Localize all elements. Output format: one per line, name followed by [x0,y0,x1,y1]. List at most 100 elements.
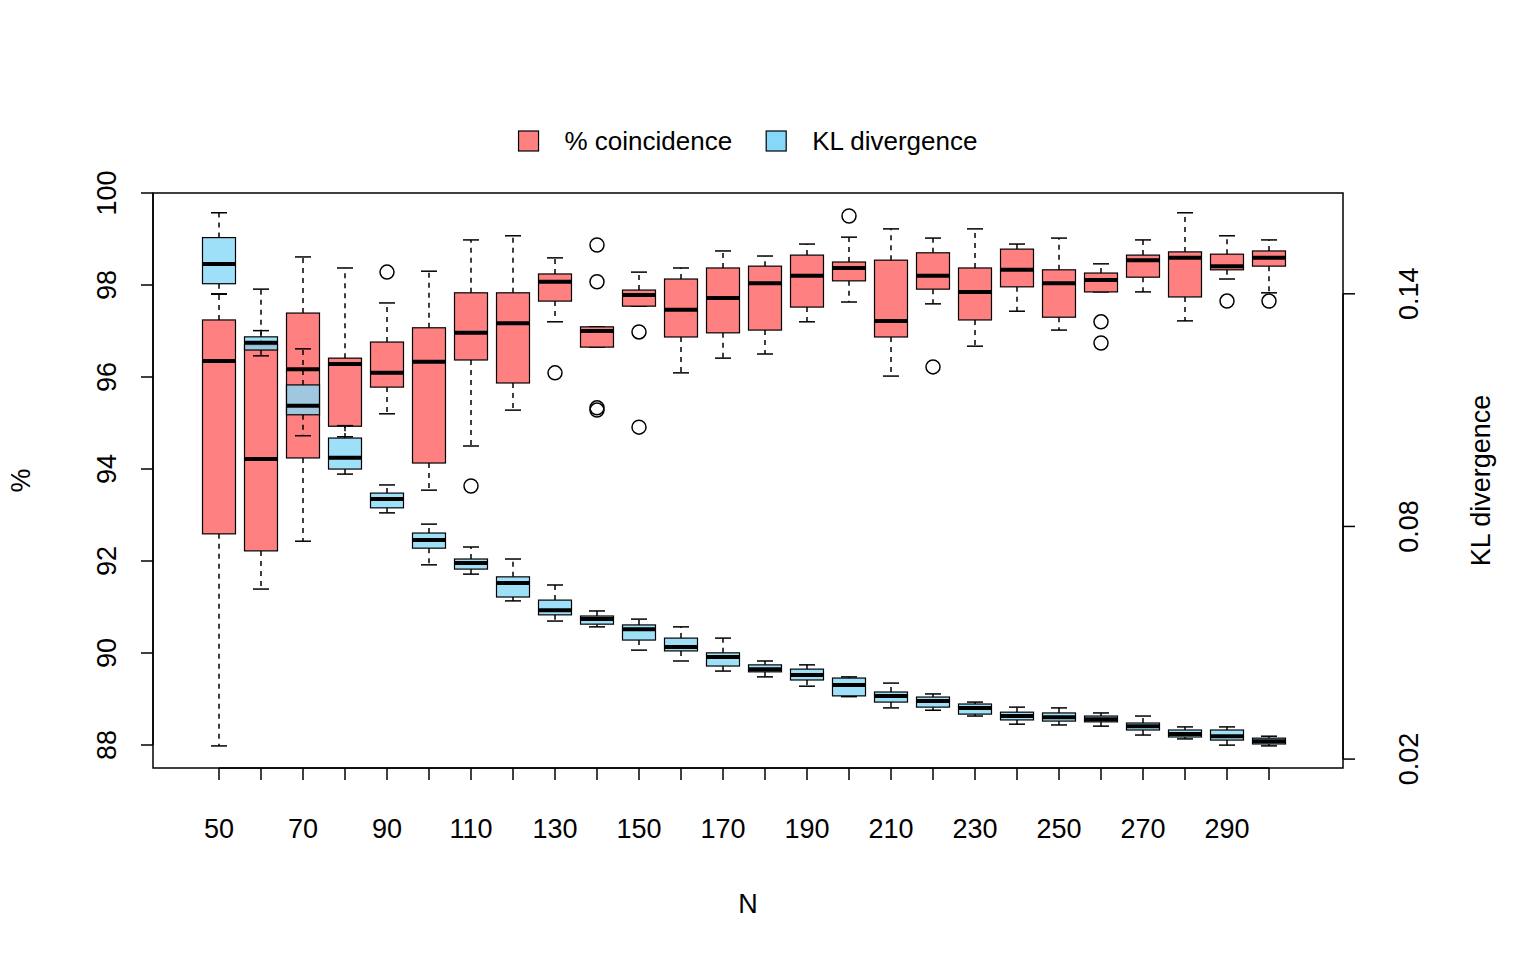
box [581,616,614,624]
whisker-cap-lower [799,685,815,687]
median [791,274,824,278]
x-tick [386,768,388,780]
box [497,293,530,383]
y2-tick-label: 0.14 [1394,268,1424,321]
whisker-cap-lower [421,489,437,491]
x-tick-label: 90 [372,814,402,844]
whisker-lower [1016,287,1018,311]
whisker-upper [302,257,304,313]
whisker-upper [1016,244,1018,249]
whisker-lower [302,415,304,436]
median [581,617,614,621]
whisker-cap-lower [967,345,983,347]
whisker-cap-lower [883,707,899,709]
whisker-cap-upper [379,302,395,304]
whisker-cap-lower [673,660,689,662]
whisker-cap-lower [1177,738,1193,740]
median [1085,278,1118,282]
median [1001,714,1034,718]
x-tick [554,768,556,780]
median [959,290,992,294]
y-tick [141,468,153,470]
y-tick [141,744,153,746]
box [455,293,488,360]
whisker-lower [806,307,808,322]
whisker-cap-upper [253,288,269,290]
whisker-cap-upper [421,270,437,272]
legend-label: KL divergence [812,126,977,156]
box [623,290,656,306]
outlier [1094,336,1108,350]
x-tick [1100,768,1102,780]
whisker-cap-upper [1219,235,1235,237]
whisker-lower [1226,270,1228,279]
box [833,678,866,696]
whisker-cap-lower [1135,291,1151,293]
median [665,308,698,312]
median [203,359,236,363]
box [1043,713,1076,721]
x-tick-label: 250 [1036,814,1081,844]
whisker-lower [974,320,976,346]
whisker-cap-lower [1051,724,1067,726]
whisker-upper [428,524,430,533]
whisker-upper [1100,264,1102,273]
box [875,692,908,702]
whisker-lower [218,284,220,294]
whisker-cap-lower [253,588,269,590]
whisker-lower [1142,730,1144,735]
x-tick-label: 170 [700,814,745,844]
x-tick-label: 150 [616,814,661,844]
legend-label: % coincidence [565,126,733,156]
box [287,313,320,458]
whisker-lower [1268,266,1270,293]
median [833,266,866,270]
box [791,669,824,680]
box [1169,252,1202,297]
whisker-cap-lower [757,676,773,678]
whisker-upper [974,229,976,268]
whisker-cap-upper [1135,715,1151,717]
outlier [590,238,604,252]
whisker-cap-lower [211,745,227,747]
whisker-cap-upper [799,664,815,666]
whisker-upper [386,303,388,342]
whisker-cap-lower [1219,278,1235,280]
whisker-upper [260,331,262,337]
box [1211,254,1244,270]
outlier [632,325,646,339]
whisker-cap-upper [589,610,605,612]
whisker-upper [638,272,640,290]
x-tick [806,768,808,780]
box [875,260,908,337]
median [1169,256,1202,260]
box [707,653,740,666]
median [1211,734,1244,738]
whisker-cap-upper [757,255,773,257]
whisker-lower [218,534,220,746]
whisker-cap-upper [967,701,983,703]
whisker-cap-upper [421,523,437,525]
x-tick [1016,768,1018,780]
whisker-upper [218,213,220,238]
whisker-cap-lower [211,293,227,295]
median [749,281,782,285]
x-tick [218,768,220,780]
whisker-cap-lower [463,445,479,447]
whisker-cap-upper [799,243,815,245]
whisker-lower [890,337,892,376]
whisker-cap-upper [631,271,647,273]
median [455,331,488,335]
whisker-cap-lower [841,301,857,303]
whisker-upper [890,683,892,692]
median [749,667,782,671]
whisker-upper [764,256,766,266]
whisker-upper [344,268,346,358]
whisker-upper [1268,240,1270,251]
chart: 8890929496981000.020.080.145070901101301… [0,0,1536,960]
x-tick [1142,768,1144,780]
median [1211,264,1244,268]
series-1 [203,213,1286,746]
whisker-cap-upper [211,293,227,295]
x-tick [1268,768,1270,780]
